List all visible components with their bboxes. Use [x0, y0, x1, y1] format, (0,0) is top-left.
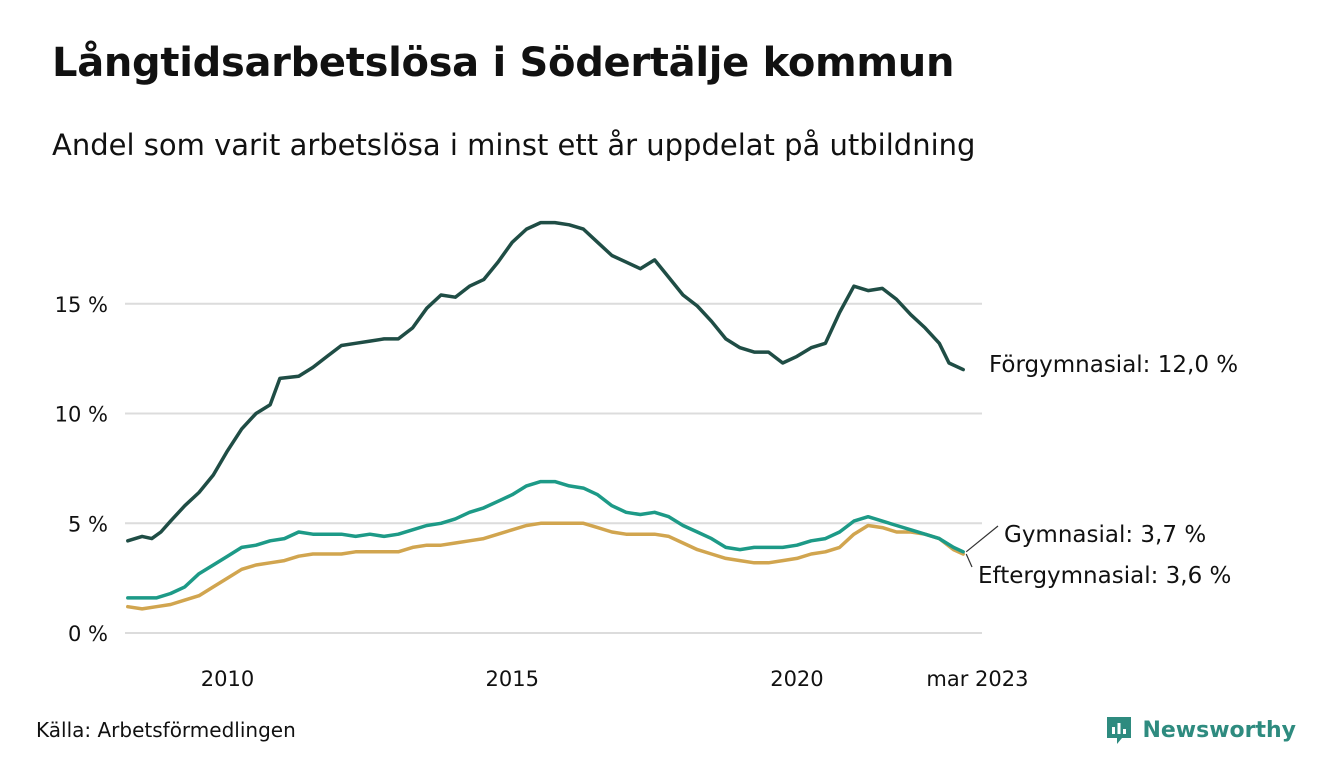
y-tick-label: 0 %	[68, 622, 108, 646]
x-tick-label: 2020	[770, 667, 823, 691]
y-tick-label: 15 %	[55, 293, 108, 317]
x-tick-label: 2010	[201, 667, 254, 691]
y-tick-label: 10 %	[55, 403, 108, 427]
label-leader-line	[965, 525, 999, 553]
line-chart: Förgymnasial: 12,0 % Gymnasial: 3,7 % Efte…	[55, 220, 1238, 691]
x-tick-label: 2015	[485, 667, 538, 691]
series-line-förgymnasial	[126, 220, 965, 543]
label-leader-line	[965, 553, 973, 568]
series-end-label: Förgymnasial: 12,0 %	[989, 352, 1238, 378]
brand-name: Newsworthy	[1142, 717, 1296, 743]
grid-lines	[125, 302, 982, 634]
y-tick-label: 5 %	[68, 512, 108, 536]
axis-ticks: 0 % 5 % 10 % 15 % 2010 2015 2020 mar 2023	[55, 293, 1029, 691]
series-end-label: Gymnasial: 3,7 %	[1004, 522, 1206, 548]
newsworthy-logo-icon	[1107, 717, 1132, 744]
series-lines	[126, 220, 965, 611]
chart-title: Långtidsarbetslösa i Södertälje kommun	[52, 40, 955, 86]
series-line-gymnasial	[126, 479, 965, 600]
brand-logo: Newsworthy	[1104, 714, 1296, 746]
series-labels: Förgymnasial: 12,0 % Gymnasial: 3,7 % Efte…	[965, 352, 1238, 589]
source-note: Källa: Arbetsförmedlingen	[36, 718, 296, 742]
series-line-eftergymnasial	[126, 521, 965, 611]
series-end-label: Eftergymnasial: 3,6 %	[978, 563, 1231, 589]
chart-subtitle: Andel som varit arbetslösa i minst ett å…	[52, 128, 976, 162]
x-tick-label: mar 2023	[926, 667, 1028, 691]
